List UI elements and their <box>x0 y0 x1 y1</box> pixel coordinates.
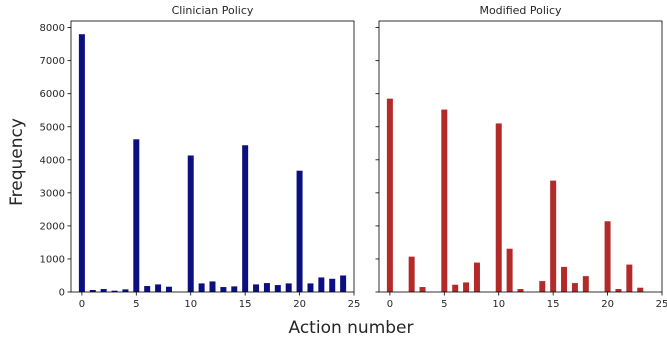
x-tick-label: 0 <box>387 299 393 310</box>
bar-22 <box>626 264 633 292</box>
y-tick-label: 5000 <box>40 122 65 133</box>
bar-6 <box>452 284 459 292</box>
chart-title: Modified Policy <box>479 4 562 17</box>
x-tick-label: 25 <box>348 299 361 310</box>
bar-16 <box>253 284 260 292</box>
y-tick-label: 8000 <box>40 23 65 34</box>
bar-11 <box>506 248 513 292</box>
x-axis-label: Action number <box>289 318 414 338</box>
bar-7 <box>463 282 470 292</box>
bar-17 <box>263 283 270 292</box>
x-tick-label: 20 <box>601 299 614 310</box>
bar-10 <box>495 123 502 292</box>
y-tick-label: 0 <box>59 288 65 299</box>
axes-frame <box>378 20 663 293</box>
bar-20 <box>604 221 611 292</box>
bar-12 <box>209 281 216 292</box>
bar-16 <box>561 266 568 292</box>
bar-24 <box>340 275 347 292</box>
bar-0 <box>78 34 85 292</box>
bar-8 <box>165 286 172 292</box>
bar-2 <box>408 256 415 292</box>
y-tick-label: 6000 <box>40 89 65 100</box>
bar-12 <box>517 289 524 292</box>
bar-4 <box>122 289 129 292</box>
bar-17 <box>571 283 578 292</box>
bar-15 <box>242 145 249 292</box>
modified-policy-panel: 0 5 10 15 20 25 Modified Policy <box>375 4 667 310</box>
bar-15 <box>550 180 557 292</box>
bar-14 <box>231 286 238 292</box>
bar-22 <box>318 277 325 292</box>
y-tick-label: 2000 <box>40 221 65 232</box>
bar-23 <box>637 287 644 292</box>
y-tick-label: 7000 <box>40 56 65 67</box>
x-tick-label: 15 <box>239 299 252 310</box>
bar-21 <box>615 289 622 292</box>
x-tick-label: 10 <box>184 299 197 310</box>
bar-10 <box>187 155 194 292</box>
chart-title: Clinician Policy <box>172 4 254 17</box>
x-tick-label: 25 <box>656 299 667 310</box>
bar-18 <box>274 285 281 292</box>
bar-3 <box>111 290 118 292</box>
bar-3 <box>419 287 426 292</box>
x-tick-label: 20 <box>293 299 306 310</box>
bar-18 <box>582 276 589 292</box>
bar-13 <box>220 287 227 292</box>
x-tick-label: 15 <box>547 299 560 310</box>
y-tick-label: 4000 <box>40 155 65 166</box>
y-tick-label: 3000 <box>40 188 65 199</box>
bar-6 <box>144 286 151 292</box>
axes-frame <box>70 20 355 293</box>
bar-20 <box>296 170 303 292</box>
y-tick-label: 1000 <box>40 254 65 265</box>
clinician-policy-panel: 0 5 10 15 20 25 0 1000 2000 3000 4000 5000 6000 7000 8… <box>40 4 361 310</box>
bar-7 <box>155 284 162 292</box>
bar-8 <box>473 262 480 292</box>
bar-14 <box>539 281 546 292</box>
y-axis-label: Frequency <box>7 118 27 206</box>
bar-5 <box>441 109 448 292</box>
bar-5 <box>133 139 140 292</box>
x-tick-label: 5 <box>133 299 139 310</box>
bar-2 <box>100 289 107 292</box>
bar-0 <box>386 98 393 292</box>
x-tick-label: 0 <box>79 299 85 310</box>
bar-21 <box>307 283 314 292</box>
x-tick-label: 5 <box>441 299 447 310</box>
x-tick-label: 10 <box>492 299 505 310</box>
bar-19 <box>285 283 292 292</box>
bar-1 <box>89 290 96 292</box>
bar-23 <box>329 278 336 292</box>
bar-11 <box>198 283 205 292</box>
